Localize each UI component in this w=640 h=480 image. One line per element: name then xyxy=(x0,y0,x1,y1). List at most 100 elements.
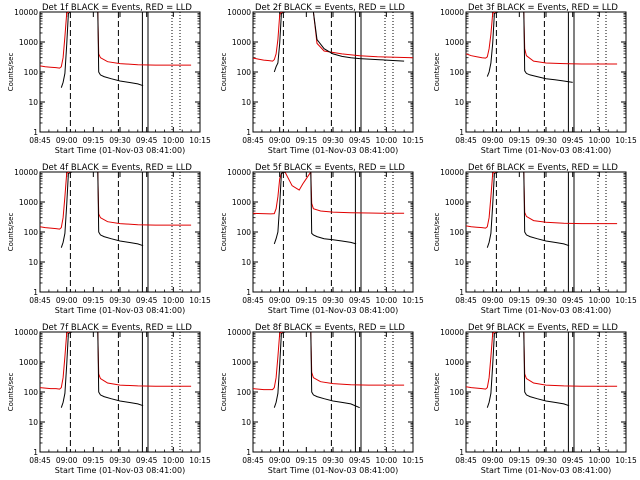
x-tick-label: 10:00 xyxy=(589,296,611,305)
y-tick-label: 1 xyxy=(33,448,38,457)
y-tick-label: 10 xyxy=(454,258,464,267)
y-tick-label: 10 xyxy=(241,418,251,427)
x-tick-label: 09:15 xyxy=(509,296,531,305)
x-tick-label: 09:45 xyxy=(562,456,584,465)
series-line-events xyxy=(273,172,357,245)
x-tick-label: 10:15 xyxy=(402,296,424,305)
x-tick-label: 10:00 xyxy=(163,296,185,305)
series-line-lld xyxy=(466,12,618,65)
plot-frame xyxy=(465,331,627,453)
x-tick-label: 10:15 xyxy=(615,296,637,305)
y-axis-label: Counts/sec xyxy=(220,373,228,412)
series-line-lld xyxy=(40,172,192,230)
panel-det-1: Det 1f BLACK = Events, RED = LLD 1 10 100 10… xyxy=(7,3,211,155)
y-tick-label: 1000 xyxy=(232,198,251,207)
x-tick-label: 09:45 xyxy=(562,136,584,145)
series-group xyxy=(40,172,192,248)
x-tick-label: 10:15 xyxy=(615,456,637,465)
y-tick-label: 1000 xyxy=(19,358,38,367)
y-axis-label: Counts/sec xyxy=(433,53,441,92)
y-tick-label: 10000 xyxy=(440,328,464,337)
plot-frame xyxy=(39,171,201,293)
y-tick-label: 1000 xyxy=(445,38,464,47)
x-tick-label: 10:15 xyxy=(402,136,424,145)
y-tick-label: 10000 xyxy=(227,328,251,337)
series-group xyxy=(253,12,413,73)
x-tick-label: 08:45 xyxy=(455,456,477,465)
x-tick-label: 10:15 xyxy=(402,456,424,465)
plot-frame xyxy=(39,331,201,453)
panel-det-7: Det 7f BLACK = Events, RED = LLD 1 10 100 10… xyxy=(7,323,211,475)
x-tick-label: 09:15 xyxy=(83,136,105,145)
series-line-events xyxy=(60,12,144,88)
panel-det-8: Det 8f BLACK = Events, RED = LLD 1 10 100 10… xyxy=(220,323,424,475)
y-axis-label: Counts/sec xyxy=(433,373,441,412)
series-line-lld xyxy=(40,332,192,390)
y-tick-label: 10 xyxy=(28,98,38,107)
x-tick-label: 09:00 xyxy=(482,456,504,465)
series-line-lld xyxy=(466,172,618,229)
series-line-lld xyxy=(253,12,413,62)
x-tick-label: 08:45 xyxy=(29,296,51,305)
x-tick-label: 10:00 xyxy=(376,456,398,465)
series-line-events xyxy=(486,172,570,248)
x-tick-label: 09:30 xyxy=(109,296,131,305)
panel-det-2: Det 2f BLACK = Events, RED = LLD 1 10 100 10… xyxy=(220,3,424,155)
y-tick-label: 10000 xyxy=(14,8,38,17)
y-tick-label: 1000 xyxy=(445,198,464,207)
x-tick-label: 09:15 xyxy=(296,136,318,145)
y-axis-label: Counts/sec xyxy=(7,373,15,412)
plot-frame xyxy=(252,171,414,293)
y-tick-label: 10 xyxy=(28,418,38,427)
series-line-lld xyxy=(253,172,405,215)
series-group xyxy=(466,332,618,408)
x-axis-label: Start Time (01-Nov-03 08:41:00) xyxy=(481,146,611,155)
x-tick-label: 09:00 xyxy=(56,456,78,465)
y-tick-label: 100 xyxy=(237,228,252,237)
panel-det-5: Det 5f BLACK = Events, RED = LLD 1 10 100 10… xyxy=(220,163,424,315)
y-tick-label: 100 xyxy=(24,388,39,397)
x-tick-label: 09:00 xyxy=(269,296,291,305)
x-tick-label: 09:30 xyxy=(322,136,344,145)
y-tick-label: 10 xyxy=(454,98,464,107)
x-tick-label: 10:15 xyxy=(189,456,211,465)
x-tick-label: 10:15 xyxy=(615,136,637,145)
x-tick-label: 09:15 xyxy=(509,456,531,465)
x-axis-label: Start Time (01-Nov-03 08:41:00) xyxy=(55,466,185,475)
x-tick-label: 09:00 xyxy=(269,136,291,145)
x-tick-label: 09:30 xyxy=(109,456,131,465)
x-tick-label: 10:00 xyxy=(163,456,185,465)
y-tick-label: 1000 xyxy=(232,358,251,367)
x-tick-label: 10:00 xyxy=(163,136,185,145)
y-axis-label: Counts/sec xyxy=(220,53,228,92)
series-line-events xyxy=(60,172,144,248)
x-tick-label: 09:30 xyxy=(535,456,557,465)
y-tick-label: 1 xyxy=(246,128,251,137)
x-tick-label: 08:45 xyxy=(455,296,477,305)
plot-frame xyxy=(465,171,627,293)
y-tick-label: 100 xyxy=(450,228,465,237)
series-group xyxy=(40,12,192,88)
x-tick-label: 08:45 xyxy=(29,456,51,465)
x-axis-label: Start Time (01-Nov-03 08:41:00) xyxy=(268,466,398,475)
x-tick-label: 08:45 xyxy=(29,136,51,145)
x-tick-label: 09:15 xyxy=(296,296,318,305)
x-tick-label: 09:30 xyxy=(109,136,131,145)
panel-title: Det 2f BLACK = Events, RED = LLD xyxy=(255,3,405,13)
y-axis-label: Counts/sec xyxy=(7,213,15,252)
x-tick-label: 08:45 xyxy=(242,296,264,305)
y-tick-label: 10000 xyxy=(227,168,251,177)
y-tick-label: 1 xyxy=(246,448,251,457)
panel-det-9: Det 9f BLACK = Events, RED = LLD 1 10 100 10… xyxy=(433,323,637,475)
series-line-events xyxy=(273,12,405,73)
panel-det-4: Det 4f BLACK = Events, RED = LLD 1 10 100 10… xyxy=(7,163,211,315)
x-tick-label: 08:45 xyxy=(242,456,264,465)
x-tick-label: 10:00 xyxy=(376,296,398,305)
panel-title: Det 8f BLACK = Events, RED = LLD xyxy=(255,323,405,333)
x-tick-label: 09:15 xyxy=(509,136,531,145)
panel-det-3: Det 3f BLACK = Events, RED = LLD 1 10 100 10… xyxy=(433,3,637,155)
y-tick-label: 1 xyxy=(33,128,38,137)
x-tick-label: 09:00 xyxy=(56,136,78,145)
x-axis-label: Start Time (01-Nov-03 08:41:00) xyxy=(481,466,611,475)
